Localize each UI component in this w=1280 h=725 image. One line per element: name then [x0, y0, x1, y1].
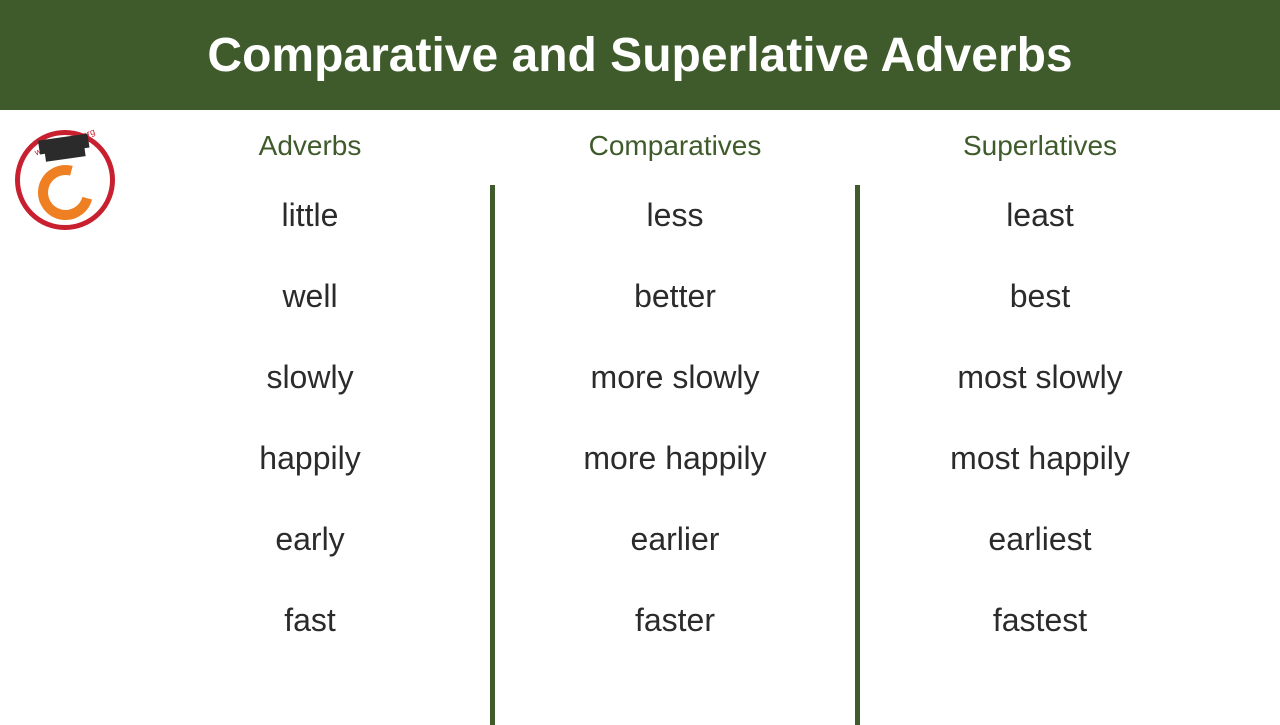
table-cell: best	[1010, 278, 1070, 315]
table-cell: least	[1006, 197, 1074, 234]
table-cell: less	[647, 197, 704, 234]
table-cell: fast	[284, 602, 336, 639]
column-adverbs: Adverbs little well slowly happily early…	[130, 130, 490, 720]
column-body-comparatives: less better more slowly more happily ear…	[583, 197, 766, 639]
table-cell: well	[282, 278, 337, 315]
page-title: Comparative and Superlative Adverbs	[207, 28, 1072, 83]
table-cell: little	[282, 197, 339, 234]
column-header-comparatives: Comparatives	[589, 130, 762, 162]
table-cell: more happily	[583, 440, 766, 477]
column-header-adverbs: Adverbs	[259, 130, 362, 162]
content-area: www.engdic.org Adverbs little well slowl…	[0, 110, 1280, 720]
table-cell: earliest	[988, 521, 1091, 558]
column-comparatives: Comparatives less better more slowly mor…	[495, 130, 855, 720]
table-cell: more slowly	[591, 359, 760, 396]
logo-badge: www.engdic.org	[15, 130, 115, 230]
graduation-cap-icon	[44, 144, 85, 161]
logo-letter-e	[27, 155, 102, 230]
logo-circle: www.engdic.org	[15, 130, 115, 230]
column-superlatives: Superlatives least best most slowly most…	[860, 130, 1220, 720]
table-cell: earlier	[631, 521, 720, 558]
table-cell: slowly	[266, 359, 353, 396]
table-cell: better	[634, 278, 716, 315]
table-cell: happily	[259, 440, 360, 477]
table-cell: most slowly	[957, 359, 1122, 396]
column-body-adverbs: little well slowly happily early fast	[259, 197, 360, 639]
table-cell: most happily	[950, 440, 1130, 477]
table-cell: early	[275, 521, 344, 558]
adverbs-table: Adverbs little well slowly happily early…	[0, 130, 1280, 720]
column-body-superlatives: least best most slowly most happily earl…	[950, 197, 1130, 639]
table-cell: faster	[635, 602, 715, 639]
table-cell: fastest	[993, 602, 1087, 639]
header-banner: Comparative and Superlative Adverbs	[0, 0, 1280, 110]
column-header-superlatives: Superlatives	[963, 130, 1117, 162]
